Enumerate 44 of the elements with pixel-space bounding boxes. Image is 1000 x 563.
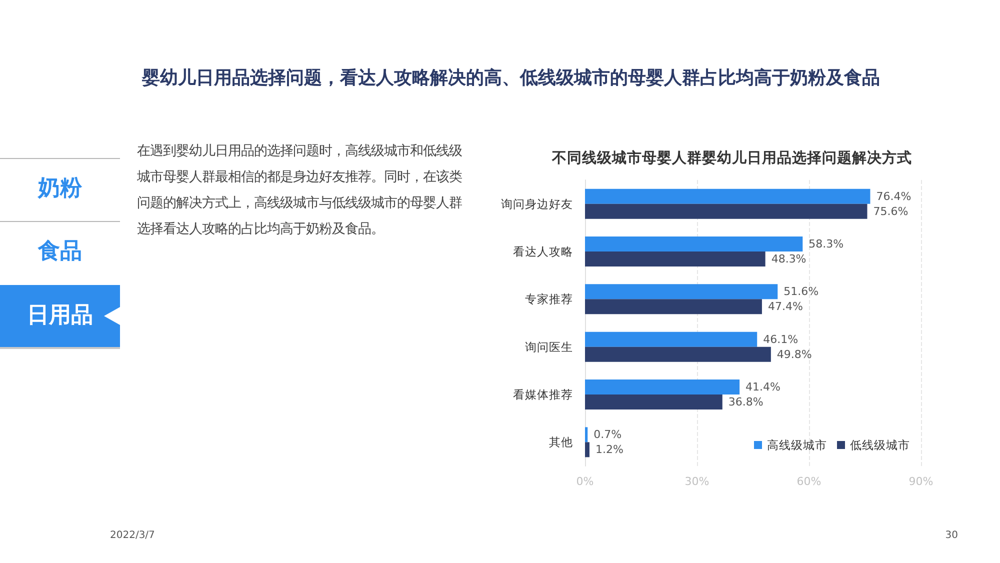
x-tick-label: 0% — [576, 475, 594, 488]
bar — [585, 188, 870, 204]
bar — [585, 204, 868, 219]
bar — [585, 442, 590, 458]
data-label: 48.3% — [771, 252, 806, 266]
y-tick-label: 专家推荐 — [525, 292, 573, 306]
y-tick-label: 其他 — [549, 435, 573, 450]
text: 30 — [945, 530, 958, 541]
y-tick-label: 询问身边好友 — [501, 196, 573, 211]
bar — [585, 284, 778, 300]
y-tick-label: 询问医生 — [525, 340, 573, 354]
chart-title: 婴幼儿日用品选择问题，看达人攻略解决的高、低线级城市的母婴人群占比均高于奶粉及食品 — [141, 68, 880, 88]
data-label: 0.7% — [594, 428, 622, 442]
data-label: 75.6% — [873, 204, 908, 218]
legend-label: 低线级城市 — [850, 438, 910, 452]
x-tick-label: 60% — [796, 475, 822, 488]
data-label: 46.1% — [763, 332, 798, 346]
bar — [585, 236, 803, 252]
bar — [585, 394, 722, 410]
data-label: 36.8% — [728, 396, 764, 408]
x-tick-label: 90% — [908, 475, 934, 488]
data-label: 58.3% — [808, 238, 844, 250]
bar — [585, 299, 762, 314]
text: 食品 — [36, 238, 83, 266]
bar — [585, 252, 766, 266]
data-label: 47.4% — [768, 300, 803, 314]
text: 在遇到婴幼儿日用品的选择问题时，高线级城市和低线级城市母婴人群最相信的都是身边好友推荐。同时，在该类问题的解决方式上，高线级城市与低线级城市的母婴人群选择看达人攻略的占比均高于奶粉及食品。 — [137, 142, 463, 239]
y-tick-label: 看媒体推荐 — [513, 388, 573, 402]
chart-subtitle: 不同线级城市母婴人群婴幼儿日用品选择问题解决方式 — [551, 148, 912, 166]
data-label: 1.2% — [595, 443, 624, 456]
bar — [585, 380, 740, 394]
text: 2022/3/7 — [110, 530, 155, 541]
legend-label: 高线级城市 — [767, 438, 827, 452]
bar — [585, 346, 771, 362]
data-label: 76.4% — [876, 190, 912, 203]
y-tick-label: 看达人攻略 — [513, 244, 573, 258]
data-label: 51.6% — [784, 285, 819, 298]
bar — [585, 427, 588, 442]
text: 奶粉 — [36, 175, 83, 203]
data-label: 41.4% — [746, 380, 781, 394]
selected-tab: 日用品 — [0, 285, 120, 349]
data-label: 49.8% — [776, 348, 812, 361]
bar — [585, 332, 758, 347]
x-tick-label: 30% — [684, 475, 710, 488]
